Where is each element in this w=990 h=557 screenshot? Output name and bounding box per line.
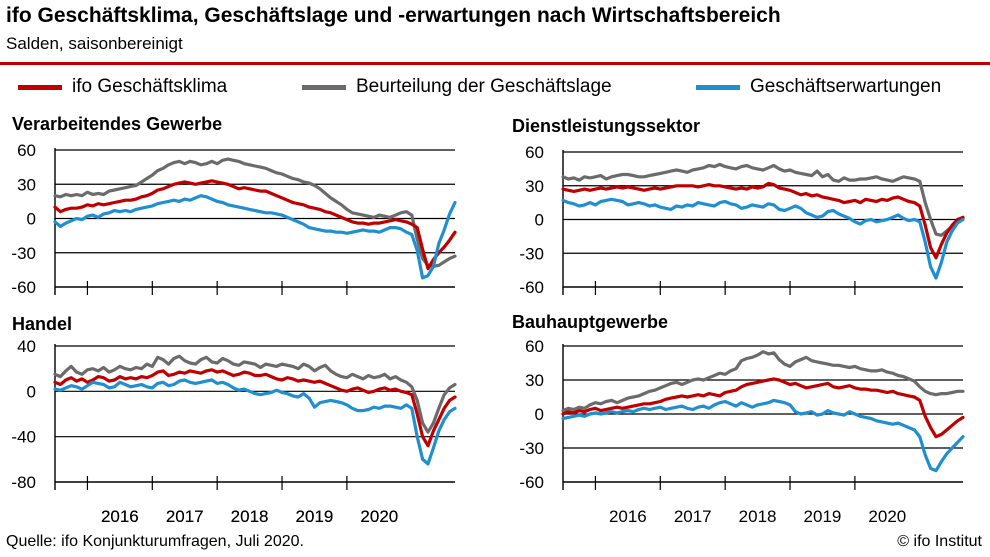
x-tick-label-handel: 2016 — [101, 507, 139, 526]
y-tick-handel: -40 — [11, 428, 36, 447]
y-tick-dienstleistungssektor: -30 — [519, 244, 544, 263]
y-tick-bauhauptgewerbe: 30 — [525, 371, 544, 390]
y-tick-handel: 40 — [17, 337, 36, 356]
x-tick-label-handel: 2018 — [231, 507, 269, 526]
y-tick-verarbeitendes-gewerbe: -60 — [11, 278, 36, 297]
y-tick-dienstleistungssektor: 30 — [525, 177, 544, 196]
x-tick-label-handel: 2019 — [296, 507, 334, 526]
y-tick-handel: -80 — [11, 473, 36, 492]
legend-item-erwartungen: Geschäftserwartungen — [696, 72, 941, 102]
legend-item-klima: ifo Geschäftsklima — [18, 72, 227, 102]
series-line-dienstleistungssektor-beurteilung-der-gesch-ftslage — [561, 162, 965, 237]
panel-title-handel: Handel — [12, 314, 72, 334]
legend-label-lage: Beurteilung der Geschäftslage — [356, 76, 612, 97]
chart-title: ifo Geschäftsklima, Geschäftslage und -e… — [6, 4, 781, 27]
legend-swatch-erwartungen — [696, 84, 740, 90]
legend: ifo Geschäftsklima Beurteilung der Gesch… — [0, 72, 990, 102]
source-note: Quelle: ifo Konjunkturumfragen, Juli 202… — [6, 533, 304, 550]
x-tick-label-handel: 2020 — [360, 507, 398, 526]
series-line-verarbeitendes-gewerbe-beurteilung-der-gesch-ftslage — [53, 157, 457, 268]
y-tick-verarbeitendes-gewerbe: -30 — [11, 244, 36, 263]
y-tick-bauhauptgewerbe: -60 — [519, 473, 544, 492]
panel-title-verarbeitendes-gewerbe: Verarbeitendes Gewerbe — [12, 114, 222, 134]
y-tick-dienstleistungssektor: 60 — [525, 143, 544, 162]
series-line-bauhauptgewerbe-gesch-ftserwartungen — [561, 398, 965, 473]
x-tick-label-verarbeitendes-gewerbe: 2020 — [360, 507, 398, 526]
y-tick-dienstleistungssektor: 0 — [535, 211, 544, 230]
x-tick-label-verarbeitendes-gewerbe: 2018 — [231, 507, 269, 526]
series-line-bauhauptgewerbe-ifo-gesch-ftsklima — [561, 377, 965, 439]
y-tick-bauhauptgewerbe: 0 — [535, 405, 544, 424]
y-tick-verarbeitendes-gewerbe: 60 — [17, 141, 36, 160]
x-tick-label-handel: 2017 — [166, 507, 204, 526]
x-tick-label-verarbeitendes-gewerbe: 2016 — [101, 507, 139, 526]
title-rule — [0, 62, 990, 65]
series-line-dienstleistungssektor-ifo-gesch-ftsklima — [561, 181, 965, 260]
y-tick-bauhauptgewerbe: -30 — [519, 439, 544, 458]
y-tick-bauhauptgewerbe: 60 — [525, 337, 544, 356]
x-tick-label-verarbeitendes-gewerbe: 2019 — [296, 507, 334, 526]
panel-title-dienstleistungssektor: Dienstleistungssektor — [512, 116, 700, 136]
x-tick-label-bauhauptgewerbe: 2020 — [868, 507, 906, 526]
legend-swatch-klima — [18, 84, 62, 90]
x-tick-label-bauhauptgewerbe: 2019 — [804, 507, 842, 526]
series-line-dienstleistungssektor-gesch-ftserwartungen — [561, 197, 965, 280]
y-tick-verarbeitendes-gewerbe: 0 — [27, 210, 36, 229]
legend-item-lage: Beurteilung der Geschäftslage — [302, 72, 612, 102]
legend-swatch-lage — [302, 84, 346, 90]
series-line-verarbeitendes-gewerbe-gesch-ftserwartungen — [53, 194, 457, 280]
y-tick-dienstleistungssektor: -60 — [519, 278, 544, 297]
series-line-bauhauptgewerbe-beurteilung-der-gesch-ftslage — [561, 350, 965, 413]
chart-subtitle: Salden, saisonbereinigt — [6, 34, 183, 53]
x-tick-label-bauhauptgewerbe: 2018 — [739, 507, 777, 526]
series-line-handel-beurteilung-der-gesch-ftslage — [53, 354, 457, 434]
y-tick-verarbeitendes-gewerbe: 30 — [17, 175, 36, 194]
x-tick-label-bauhauptgewerbe: 2016 — [609, 507, 647, 526]
legend-label-klima: ifo Geschäftsklima — [72, 76, 228, 97]
x-tick-label-verarbeitendes-gewerbe: 2017 — [166, 507, 204, 526]
y-tick-handel: 0 — [27, 382, 36, 401]
legend-label-erwartungen: Geschäftserwartungen — [750, 76, 942, 97]
x-tick-label-bauhauptgewerbe: 2017 — [674, 507, 712, 526]
copyright-note: © ifo Institut — [897, 533, 982, 550]
series-line-verarbeitendes-gewerbe-ifo-gesch-ftsklima — [53, 179, 457, 271]
series-line-handel-ifo-gesch-ftsklima — [53, 368, 457, 448]
panel-title-bauhauptgewerbe: Bauhauptgewerbe — [512, 312, 668, 332]
series-line-handel-gesch-ftserwartungen — [53, 378, 457, 466]
